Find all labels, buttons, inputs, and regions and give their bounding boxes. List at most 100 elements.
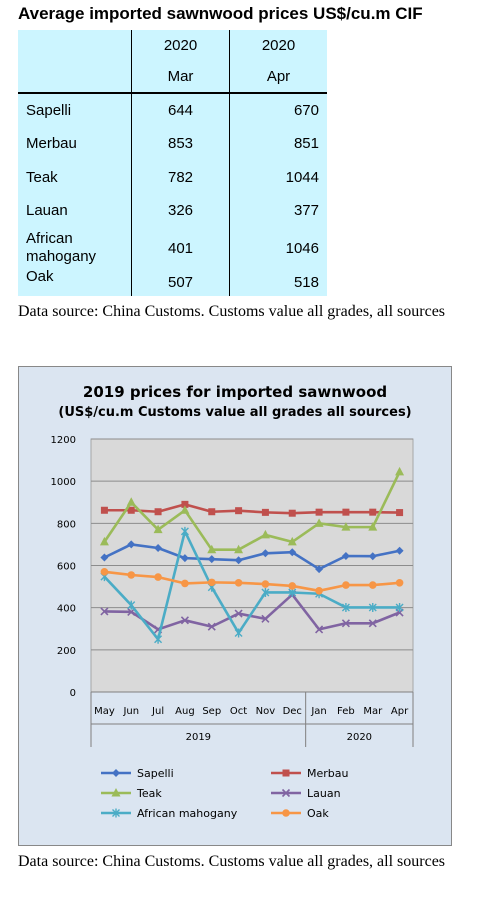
data-point-lauan [100,607,109,616]
data-point-sapelli [207,555,216,564]
legend-marker-oak [282,809,290,817]
data-point-african-mahogany [261,587,270,597]
data-point-lauan [368,619,377,628]
x-group-label: 2020 [347,732,372,743]
y-tick-label: 600 [57,562,76,573]
legend-label-african-mahogany: African mahogany [137,807,238,820]
x-tick-label: Jun [122,706,139,717]
row-mar-value: 644 [131,93,230,127]
x-tick-label: Nov [256,706,276,717]
legend-marker-teak [111,788,121,797]
legend-label-sapelli: Sapelli [137,767,174,780]
data-point-teak [260,529,270,539]
data-point-sapelli [341,552,350,561]
data-point-sapelli [288,548,297,557]
data-point-oak [395,578,404,587]
data-point-teak [368,522,378,531]
row-mar-value: 401 [131,227,230,269]
x-tick-label: Oct [230,706,247,717]
row-name: Merbau [18,126,132,161]
data-point-merbau [208,508,216,516]
data-point-oak [181,579,189,588]
row-apr-value: 377 [293,202,319,220]
data-point-oak [368,581,377,589]
data-point-sapelli [315,565,324,574]
data-point-teak [341,522,351,531]
data-point-african-mahogany [180,526,189,536]
data-point-merbau [288,509,296,517]
data-point-lauan [207,622,216,631]
header-col-apr: 2020 Apr [229,30,327,95]
header-month-1: Mar [167,68,194,86]
data-point-teak [395,466,405,476]
data-point-lauan [234,609,243,618]
data-point-african-mahogany [341,602,350,612]
x-group-label: 2019 [186,732,211,743]
data-point-oak [100,568,109,576]
series-line-lauan [104,593,401,631]
data-point-teak [180,505,190,514]
row-apr-value: 518 [293,273,319,291]
source-note-chart: Data source: China Customs. Customs valu… [18,853,446,870]
data-point-merbau [235,507,243,515]
data-point-teak [99,536,109,546]
row-name: Sapelli [18,93,132,127]
data-point-teak [207,544,217,554]
row-name: African mahogany [18,227,132,269]
data-point-african-mahogany [395,602,404,612]
data-point-sapelli [395,546,404,555]
price-table: 2020 Mar 2020 Apr Sapelli 644 670 Merbau… [18,30,327,296]
data-point-oak [154,573,162,581]
x-tick-label: May [94,706,115,717]
table-row: Sapelli 644 670 [18,93,327,127]
data-point-teak [287,536,297,546]
data-point-african-mahogany [234,628,243,638]
x-tick-label: Jul [151,706,164,717]
row-name: Teak [18,160,132,195]
series-line-sapelli [103,543,400,571]
chart-subtitle: (US$/cu.m Customs value all grades all s… [58,405,412,420]
row-mar-value: 782 [131,160,230,195]
row-apr-value: 1044 [285,168,319,186]
data-point-oak [207,578,216,587]
data-point-merbau [127,506,135,514]
data-point-merbau [154,508,162,516]
series-line-merbau [104,503,400,515]
y-tick-label: 0 [70,688,76,699]
data-point-teak [314,518,324,527]
y-tick-label: 1200 [51,435,76,446]
y-tick-label: 200 [57,646,76,657]
data-point-teak [234,544,244,554]
legend-label-teak: Teak [136,787,162,800]
legend-marker-merbau [282,769,290,777]
data-point-sapelli [368,552,377,561]
data-point-teak [126,497,136,506]
y-tick-label: 1000 [51,477,76,488]
source-note-table: Data source: China Customs. Customs valu… [18,303,446,320]
data-point-merbau [396,509,404,517]
x-tick-label: Aug [175,706,195,717]
table-row: Merbau 853 851 [18,126,327,161]
data-point-sapelli [261,549,270,558]
table-header-row: 2020 Mar 2020 Apr [18,30,327,95]
data-point-oak [315,587,323,595]
row-apr-value: 851 [293,135,319,153]
data-point-oak [234,578,243,587]
line-chart: 0 200 400 600 800 1000 1200 May Jun Jul Aug Sep Oct N… [51,435,414,820]
row-mar-value: 507 [131,268,230,296]
x-tick-label: Apr [391,706,409,717]
x-tick-label: Dec [283,706,302,717]
row-name: Oak [18,268,132,296]
data-point-merbau [100,506,108,514]
data-point-oak [127,571,136,579]
y-tick-label: 800 [57,519,76,530]
series-line-teak [103,471,401,551]
data-point-lauan [180,616,189,625]
data-point-sapelli [154,544,163,553]
header-year-2: 2020 [261,37,296,55]
table-row: Oak 507 518 [18,268,327,296]
row-mar-value: 326 [131,194,230,228]
data-point-lauan [315,625,324,634]
x-tick-label: Mar [363,706,383,717]
table-row: Lauan 326 377 [18,194,327,228]
